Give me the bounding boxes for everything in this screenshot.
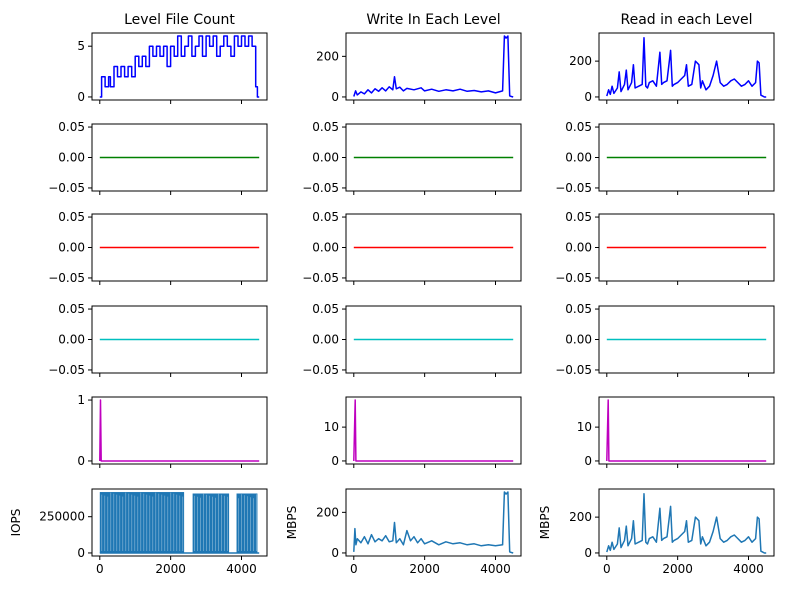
series-line bbox=[353, 35, 514, 98]
x-tick-label: 4000 bbox=[733, 562, 764, 576]
y-tick-label: 200 bbox=[569, 54, 592, 68]
y-axis-label: IOPS bbox=[9, 509, 23, 537]
x-tick-label: 4000 bbox=[480, 562, 511, 576]
series-line bbox=[353, 399, 514, 462]
y-tick-label: 0 bbox=[584, 90, 592, 104]
x-tick-label: 0 bbox=[603, 562, 611, 576]
y-tick-label: 0.05 bbox=[565, 210, 592, 224]
y-tick-label: 0.00 bbox=[565, 151, 592, 165]
y-tick-label: 0.00 bbox=[565, 333, 592, 347]
y-tick-label: 0 bbox=[77, 546, 85, 560]
axes-frame bbox=[91, 396, 268, 465]
subplot-4-0: 01 bbox=[77, 393, 268, 468]
y-tick-label: 10 bbox=[324, 420, 339, 434]
axes-frame bbox=[345, 396, 522, 465]
subplot-0-0: 0 5 Level File Count bbox=[77, 12, 268, 104]
axes-frame bbox=[598, 396, 775, 465]
y-tick-label: 0.05 bbox=[565, 302, 592, 316]
x-tick-label: 2000 bbox=[155, 562, 186, 576]
area-band-0 bbox=[99, 492, 185, 553]
subplot-0-2: 0 200 Read in each Level bbox=[569, 12, 775, 104]
area-band-texture-0 bbox=[101, 492, 184, 551]
subplot-3-2: −0.05 0.00 0.05 bbox=[555, 302, 775, 377]
series-line bbox=[606, 399, 767, 462]
subplot-1-0: −0.05 0.00 0.05 bbox=[48, 120, 268, 195]
y-tick-label: 0 bbox=[77, 454, 85, 468]
subplot-5-0: 0 250000 0 2000 4000 IOPS bbox=[9, 488, 268, 576]
x-tick-label: 0 bbox=[96, 562, 104, 576]
y-tick-label: 0 bbox=[77, 90, 85, 104]
subplot-1-1: −0.05 0.00 0.05 bbox=[302, 120, 522, 195]
y-tick-label: 0.05 bbox=[58, 120, 85, 134]
y-tick-label: −0.05 bbox=[555, 181, 592, 195]
y-tick-label: 0 bbox=[584, 454, 592, 468]
y-tick-label: 0.05 bbox=[312, 120, 339, 134]
series-line bbox=[99, 35, 260, 98]
y-tick-label: 0.00 bbox=[312, 333, 339, 347]
series-line bbox=[353, 491, 514, 554]
y-tick-label: 250000 bbox=[39, 510, 85, 524]
y-tick-label: −0.05 bbox=[555, 363, 592, 377]
x-tick-label: 0 bbox=[350, 562, 358, 576]
subplot-4-2: 0 10 bbox=[577, 396, 775, 468]
subplot-3-0: −0.05 0.00 0.05 bbox=[48, 302, 268, 377]
x-tick-label: 2000 bbox=[662, 562, 693, 576]
y-tick-label: −0.05 bbox=[48, 181, 85, 195]
y-tick-label: 0.00 bbox=[58, 241, 85, 255]
y-tick-label: −0.05 bbox=[302, 271, 339, 285]
y-tick-label: 5 bbox=[77, 39, 85, 53]
subplot-0-1: 0 200 Write In Each Level bbox=[316, 12, 522, 104]
y-tick-label: 0 bbox=[331, 90, 339, 104]
y-tick-label: 200 bbox=[316, 49, 339, 63]
y-tick-label: 0.00 bbox=[58, 333, 85, 347]
y-tick-label: 10 bbox=[577, 420, 592, 434]
area-band-texture-2 bbox=[238, 494, 257, 551]
subplot-4-1: 0 10 bbox=[324, 396, 522, 468]
subplot-2-2: −0.05 0.00 0.05 bbox=[555, 210, 775, 285]
y-tick-label: 0 bbox=[584, 546, 592, 560]
y-tick-label: 0 bbox=[331, 454, 339, 468]
series-line bbox=[606, 37, 767, 98]
subplot-2-1: −0.05 0.00 0.05 bbox=[302, 210, 522, 285]
y-tick-label: −0.05 bbox=[302, 363, 339, 377]
series-line bbox=[606, 493, 767, 554]
y-axis-label: MBPS bbox=[538, 506, 552, 539]
y-tick-label: 200 bbox=[316, 505, 339, 519]
subplot-title: Read in each Level bbox=[620, 12, 752, 28]
subplot-title: Level File Count bbox=[124, 12, 235, 28]
y-tick-label: 0.00 bbox=[312, 151, 339, 165]
x-tick-label: 2000 bbox=[409, 562, 440, 576]
subplot-1-2: −0.05 0.00 0.05 bbox=[555, 120, 775, 195]
y-tick-label: 0.00 bbox=[58, 151, 85, 165]
y-tick-label: −0.05 bbox=[48, 363, 85, 377]
y-axis-label: MBPS bbox=[285, 506, 299, 539]
subplot-title: Write In Each Level bbox=[366, 12, 500, 28]
y-tick-label: 0.05 bbox=[312, 302, 339, 316]
area-band-1 bbox=[192, 493, 230, 553]
y-tick-label: 1 bbox=[77, 393, 85, 407]
y-tick-label: 0 bbox=[331, 546, 339, 560]
y-tick-label: −0.05 bbox=[302, 181, 339, 195]
y-tick-label: 0.00 bbox=[565, 241, 592, 255]
area-band-texture-1 bbox=[194, 493, 228, 551]
area-band-2 bbox=[236, 493, 258, 553]
subplot-2-0: −0.05 0.00 0.05 bbox=[48, 210, 268, 285]
series-line bbox=[99, 399, 260, 462]
y-tick-label: 0.05 bbox=[312, 210, 339, 224]
y-tick-label: 0.05 bbox=[565, 120, 592, 134]
y-tick-label: 0.05 bbox=[58, 210, 85, 224]
y-tick-label: −0.05 bbox=[555, 271, 592, 285]
y-tick-label: 0.05 bbox=[58, 302, 85, 316]
x-tick-label: 4000 bbox=[226, 562, 257, 576]
y-tick-label: −0.05 bbox=[48, 271, 85, 285]
y-tick-label: 0.00 bbox=[312, 241, 339, 255]
y-tick-label: 200 bbox=[569, 510, 592, 524]
subplot-3-1: −0.05 0.00 0.05 bbox=[302, 302, 522, 377]
